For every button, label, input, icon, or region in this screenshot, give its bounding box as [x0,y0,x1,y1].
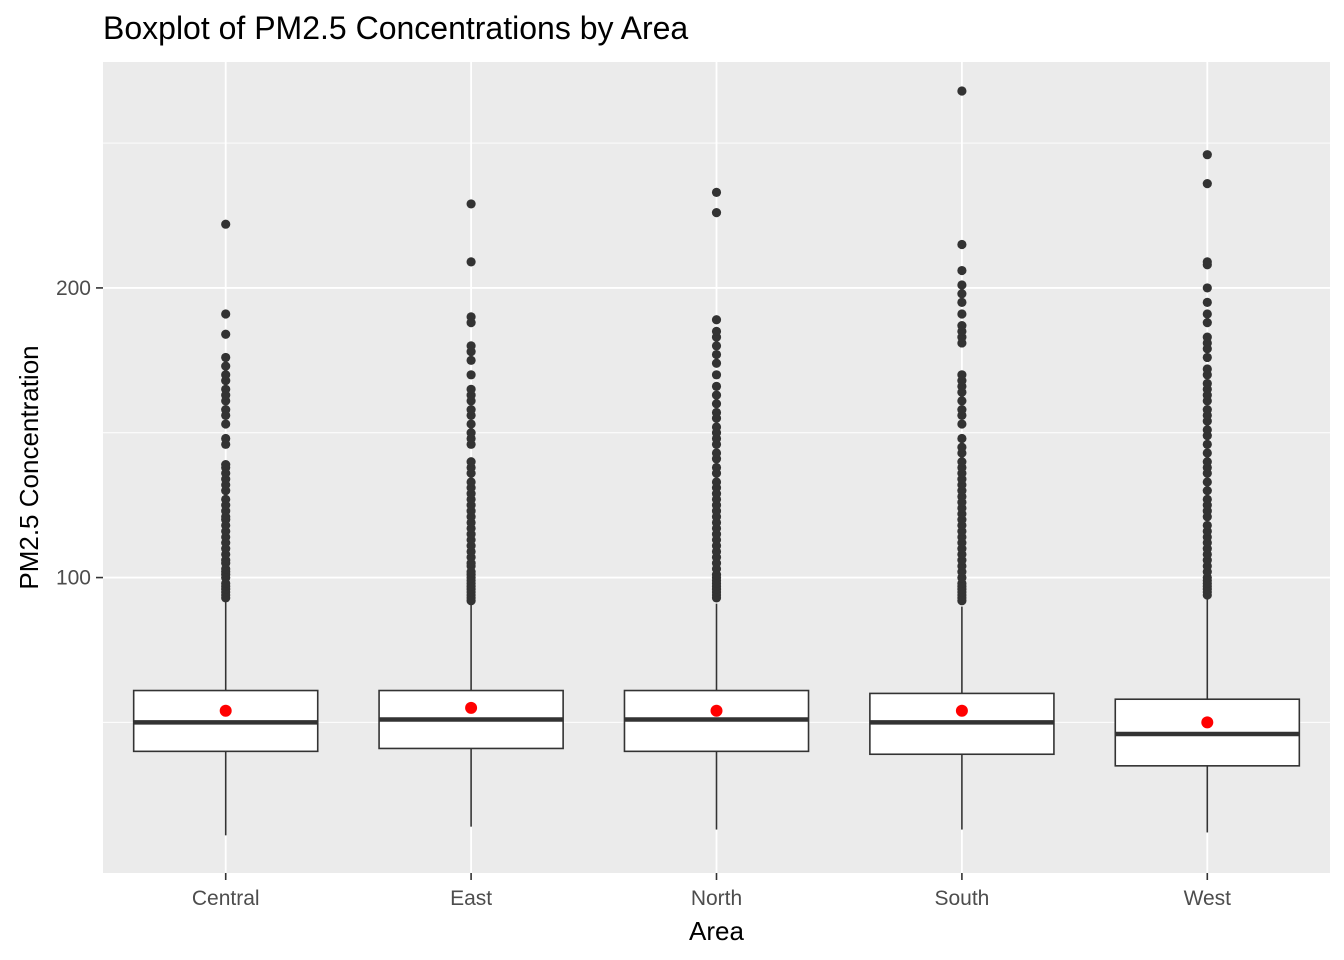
outlier-point [1202,179,1212,189]
outlier-point [1202,352,1212,363]
y-tick-label: 100 [56,567,91,590]
outlier-point [711,208,722,218]
outlier-point [1202,494,1212,504]
outlier-point [957,239,967,250]
box-central [132,219,319,836]
outlier-point [957,396,967,406]
x-tick-label: West [1184,887,1232,910]
outlier-point [221,329,231,339]
outlier-point [711,315,722,325]
y-axis-title: PM2.5 Concentration [14,345,44,589]
outlier-point [466,384,476,394]
outlier-point [1202,309,1212,319]
boxes-layer [132,86,1301,836]
outlier-point [1202,257,1212,267]
axes-layer: 100 200 Central East North South West [56,277,1231,910]
outlier-point [466,370,476,380]
outlier-point [711,422,722,432]
box-north [623,187,810,830]
outlier-point [221,384,231,394]
outlier-point [466,477,476,487]
outlier-point [1202,150,1212,160]
outlier-point [711,326,722,336]
outlier-point [1202,477,1212,487]
outlier-point [221,309,231,319]
mean-point [710,704,723,717]
outlier-point [1202,283,1212,293]
outlier-point [466,457,476,467]
outlier-point [466,419,476,429]
box-east [378,199,564,827]
mean-point [219,704,232,717]
outlier-point [1202,378,1212,389]
x-tick-label: North [691,887,742,910]
outlier-point [466,199,476,209]
outlier-point [957,297,967,308]
outlier-point [957,442,967,452]
outlier-point [221,460,231,470]
outlier-point [1202,364,1212,374]
outlier-point [1202,520,1212,531]
outlier-point [1202,448,1212,458]
x-tick-label: South [934,887,989,910]
outlier-point [957,433,967,444]
outlier-point [957,320,967,331]
outlier-point [221,361,231,371]
mean-point [465,701,478,714]
chart-title: Boxplot of PM2.5 Concentrations by Area [103,10,689,46]
outlier-point [711,448,722,458]
outlier-point [1202,297,1212,308]
outlier-point [957,457,967,467]
outlier-point [466,404,476,415]
outlier-point [711,407,722,418]
outlier-point [957,309,967,319]
box-west [1114,150,1301,833]
outlier-point [711,358,722,368]
outlier-point [466,341,476,351]
x-tick-label: Central [192,887,260,910]
outlier-point [221,433,231,444]
mean-point [955,704,968,717]
outlier-point [1202,404,1212,415]
outlier-point [711,462,722,473]
outlier-point [711,399,722,409]
outlier-point [957,370,967,380]
outlier-point [1202,425,1212,435]
mean-point [1201,716,1214,729]
outlier-point [957,404,967,415]
outlier-point [1202,486,1212,496]
outlier-point [957,265,967,276]
outlier-point [711,187,722,197]
outlier-point [466,355,476,365]
outlier-point [221,219,231,229]
outlier-point [221,370,231,380]
outlier-point [957,86,967,96]
outlier-point [221,352,231,363]
outlier-point [711,381,722,391]
y-tick-label: 200 [56,277,91,300]
outlier-point [1202,439,1212,449]
outlier-point [466,312,476,322]
outlier-point [711,370,722,380]
outlier-point [711,390,722,400]
outlier-point [466,257,476,267]
x-axis-title: Area [689,916,744,946]
outlier-point [711,349,722,360]
outlier-point [221,419,231,429]
outlier-point [957,280,967,290]
box-south [869,86,1055,830]
outlier-point [1202,332,1212,342]
outlier-point [466,428,476,438]
x-tick-label: East [450,887,492,910]
outlier-point [711,341,722,351]
outlier-point [711,477,722,487]
outlier-point [1202,318,1212,328]
outlier-point [957,419,967,429]
outlier-point [957,289,967,299]
outlier-point [221,404,231,415]
outlier-point [221,494,231,504]
outlier-point [1202,457,1212,467]
